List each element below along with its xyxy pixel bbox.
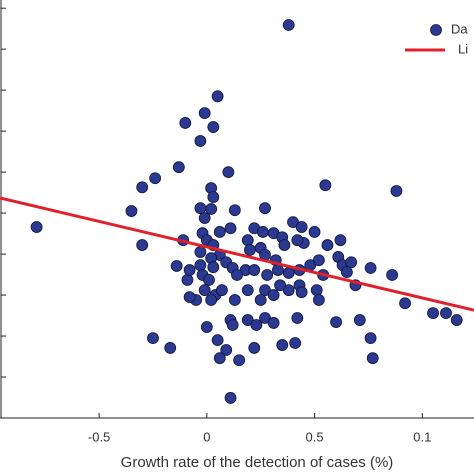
data-point	[194, 246, 207, 258]
data-point	[205, 203, 218, 215]
fit-line	[0, 196, 474, 312]
data-point	[399, 297, 411, 310]
data-point	[136, 181, 149, 194]
data-point	[170, 260, 183, 272]
data-point	[194, 202, 207, 215]
data-point	[291, 312, 304, 324]
data-point	[183, 264, 196, 276]
data-point	[295, 286, 308, 299]
data-point	[194, 259, 207, 272]
data-point	[194, 135, 207, 147]
data-point	[261, 269, 274, 281]
data-point	[147, 332, 159, 344]
data-point	[207, 261, 220, 274]
data-point	[222, 166, 235, 179]
data-point	[244, 244, 256, 256]
x-tick-label: 0.1	[413, 429, 431, 444]
data-point	[366, 352, 379, 365]
data-point	[224, 392, 237, 404]
data-point	[440, 307, 452, 319]
data-point	[216, 284, 228, 297]
data-point	[211, 90, 224, 103]
data-point	[250, 319, 263, 331]
x-tick-label: 0	[203, 429, 210, 444]
data-point	[207, 121, 220, 133]
x-tick-label: 0.5	[306, 429, 324, 444]
data-point	[321, 239, 334, 251]
data-point	[200, 321, 213, 333]
data-point	[248, 264, 261, 276]
data-point	[228, 294, 241, 306]
data-point	[231, 269, 243, 281]
data-point	[276, 339, 289, 351]
data-point	[345, 256, 358, 269]
data-point	[248, 342, 261, 354]
data-point	[312, 294, 325, 306]
data-point	[267, 317, 280, 329]
data-point	[224, 222, 237, 235]
data-point	[136, 239, 149, 251]
data-point	[241, 234, 254, 247]
data-point	[364, 332, 377, 344]
data-point	[308, 226, 321, 238]
data-point	[340, 266, 353, 279]
data-point	[241, 284, 254, 297]
data-point	[427, 307, 439, 319]
data-point	[278, 239, 291, 251]
data-point	[213, 352, 226, 365]
data-point	[256, 226, 269, 238]
x-axis-label: Growth rate of the detection of cases (%…	[121, 454, 394, 471]
legend-label: Li	[458, 41, 468, 56]
data-point	[228, 204, 241, 217]
data-point	[330, 316, 343, 329]
data-point	[226, 319, 239, 331]
data-point	[179, 117, 192, 129]
data-point	[211, 334, 224, 347]
data-point	[312, 254, 325, 267]
legend-marker	[430, 24, 442, 36]
data-point	[183, 291, 196, 304]
data-point	[207, 191, 220, 204]
data-point	[203, 273, 215, 286]
data-point	[198, 107, 211, 120]
data-point	[125, 205, 138, 217]
data-point	[291, 234, 304, 247]
data-point	[220, 344, 233, 356]
data-point	[319, 179, 332, 192]
data-point	[164, 342, 177, 354]
data-point	[267, 289, 280, 301]
data-point	[213, 226, 226, 238]
data-point	[198, 212, 211, 224]
data-point	[233, 354, 246, 367]
data-point	[198, 284, 211, 297]
data-point	[282, 267, 295, 279]
data-point	[386, 269, 399, 281]
legend-label: Da	[451, 21, 468, 36]
data-point	[353, 314, 366, 326]
data-point	[282, 19, 295, 31]
data-point	[334, 234, 347, 247]
data-point	[450, 314, 463, 326]
data-point	[295, 221, 308, 233]
data-point	[310, 284, 323, 297]
x-tick-label: -0.5	[88, 429, 110, 444]
data-point	[289, 337, 302, 349]
data-point	[274, 279, 286, 292]
data-point	[30, 221, 43, 233]
data-point	[181, 273, 194, 286]
data-point	[254, 294, 267, 306]
data-point	[149, 172, 162, 185]
data-point	[259, 202, 271, 215]
data-point	[205, 294, 218, 306]
data-point	[364, 262, 377, 274]
data-point	[172, 161, 185, 174]
data-point	[390, 185, 403, 197]
